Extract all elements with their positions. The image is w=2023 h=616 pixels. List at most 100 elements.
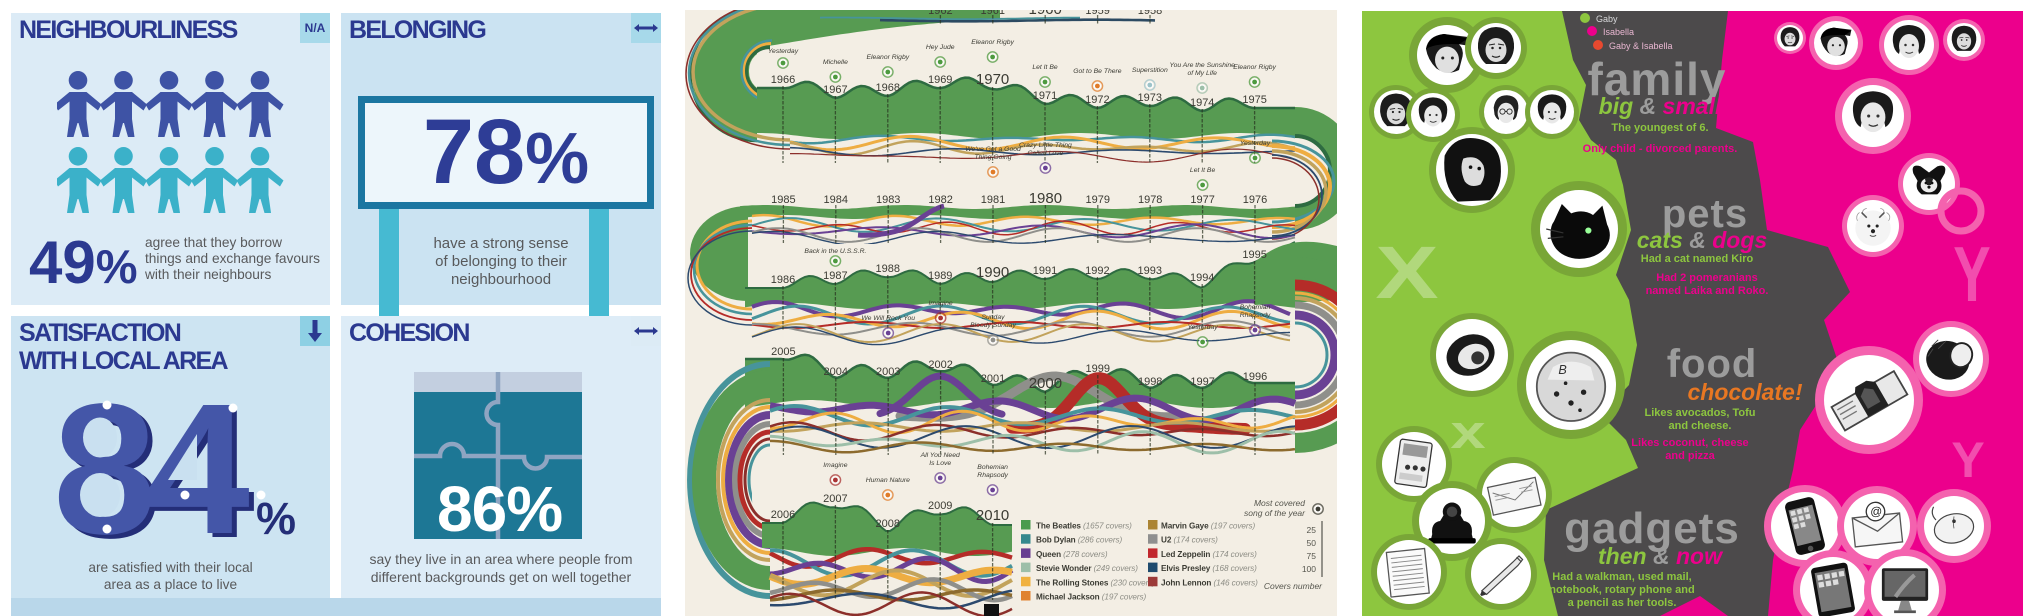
svg-text:1989: 1989 xyxy=(928,270,952,282)
svg-text:50: 50 xyxy=(1307,538,1317,548)
svg-text:The Beatles (1657 covers): The Beatles (1657 covers) xyxy=(1036,522,1132,531)
svg-text:family: family xyxy=(1588,53,1727,105)
svg-text:Yesterday: Yesterday xyxy=(1240,140,1271,147)
svg-text:a pencil as her tools.: a pencil as her tools. xyxy=(1568,597,1677,609)
svg-text:U2 (174 covers): U2 (174 covers) xyxy=(1161,536,1218,545)
svg-text:1971: 1971 xyxy=(1033,90,1057,102)
svg-text:1979: 1979 xyxy=(1086,194,1110,206)
svg-text:1990: 1990 xyxy=(976,264,1009,281)
svg-text:notebook, rotary phone and: notebook, rotary phone and xyxy=(1549,584,1694,596)
svg-text:Y: Y xyxy=(1951,432,1984,488)
svg-text:1992: 1992 xyxy=(1085,265,1109,277)
svg-text:Had a cat named Kiro: Had a cat named Kiro xyxy=(1641,253,1754,265)
svg-text:The Rolling Stones (230 covers: The Rolling Stones (230 covers) xyxy=(1036,578,1155,587)
svg-text:1988: 1988 xyxy=(876,263,900,275)
svg-text:1967: 1967 xyxy=(823,84,847,96)
svg-text:Most covered: Most covered xyxy=(1254,498,1305,508)
svg-text:Michael Jackson (197 covers): Michael Jackson (197 covers) xyxy=(1036,593,1146,602)
svg-text:big & small: big & small xyxy=(1599,93,1722,119)
svg-text:Elvis Presley (168 covers): Elvis Presley (168 covers) xyxy=(1161,564,1257,573)
svg-text:2000: 2000 xyxy=(1029,375,1062,392)
svg-text:75: 75 xyxy=(1307,551,1317,561)
svg-text:Gaby & Isabella: Gaby & Isabella xyxy=(1609,41,1673,51)
svg-text:All You Need: All You Need xyxy=(920,452,960,459)
svg-text:Let It Be: Let It Be xyxy=(1032,64,1058,71)
svg-text:2005: 2005 xyxy=(771,346,795,358)
svg-text:1983: 1983 xyxy=(876,194,900,206)
svg-text:Had 2 pomeranians: Had 2 pomeranians xyxy=(1656,272,1757,284)
svg-text:1961: 1961 xyxy=(981,10,1005,17)
svg-text:Stevie Wonder (249 covers): Stevie Wonder (249 covers) xyxy=(1036,564,1138,573)
svg-text:and cheese.: and cheese. xyxy=(1669,420,1732,432)
svg-text:@: @ xyxy=(1869,504,1882,519)
svg-text:Led Zeppelin (174 covers): Led Zeppelin (174 covers) xyxy=(1161,550,1257,559)
svg-text:2009: 2009 xyxy=(928,500,952,512)
svg-text:Queen (278 covers): Queen (278 covers) xyxy=(1036,550,1108,559)
svg-text:Bohemian: Bohemian xyxy=(977,464,1008,471)
svg-text:Eleanor Rigby: Eleanor Rigby xyxy=(866,54,909,61)
svg-text:John Lennon (146 covers): John Lennon (146 covers) xyxy=(1161,578,1258,587)
svg-text:Rhapsody: Rhapsody xyxy=(977,472,1008,479)
svg-text:Yesterday: Yesterday xyxy=(768,48,799,55)
svg-text:Gaby: Gaby xyxy=(1596,14,1618,24)
svg-text:Crazy Little Thing: Crazy Little Thing xyxy=(1019,142,1072,149)
svg-text:1981: 1981 xyxy=(981,194,1005,206)
svg-text:Imagine: Imagine xyxy=(823,462,847,469)
svg-text:Got to Be There: Got to Be There xyxy=(1073,68,1122,75)
svg-text:1991: 1991 xyxy=(1033,265,1057,277)
svg-text:2001: 2001 xyxy=(981,373,1005,385)
svg-text:The youngest of 6.: The youngest of 6. xyxy=(1611,122,1708,134)
svg-text:%: % xyxy=(256,493,296,544)
svg-text:1982: 1982 xyxy=(928,194,952,206)
svg-text:86%: 86% xyxy=(437,473,562,539)
svg-text:1978: 1978 xyxy=(1138,194,1162,206)
svg-text:1994: 1994 xyxy=(1190,272,1214,284)
svg-text:Superstition: Superstition xyxy=(1132,67,1168,74)
svg-text:2007: 2007 xyxy=(823,493,847,505)
svg-text:1995: 1995 xyxy=(1242,249,1266,261)
svg-text:1968: 1968 xyxy=(876,82,900,94)
svg-text:B: B xyxy=(1558,363,1566,377)
svg-text:chocolate!: chocolate! xyxy=(1687,379,1802,405)
svg-text:gadgets: gadgets xyxy=(1564,504,1740,553)
svg-text:X: X xyxy=(1375,232,1438,315)
svg-text:cats & dogs: cats & dogs xyxy=(1637,227,1767,253)
svg-text:Eleanor Rigby: Eleanor Rigby xyxy=(971,39,1014,46)
svg-text:Yesterday: Yesterday xyxy=(1187,324,1218,331)
svg-text:25: 25 xyxy=(1307,525,1317,535)
svg-text:1977: 1977 xyxy=(1190,194,1214,206)
svg-text:We Will Rock You: We Will Rock You xyxy=(861,315,915,322)
svg-text:Likes avocados, Tofu: Likes avocados, Tofu xyxy=(1644,407,1755,419)
svg-text:1973: 1973 xyxy=(1138,92,1162,104)
svg-text:Thing Going: Thing Going xyxy=(974,154,1011,161)
svg-text:1966: 1966 xyxy=(771,74,795,86)
svg-text:pets: pets xyxy=(1662,192,1748,236)
svg-text:Eleanor Rigby: Eleanor Rigby xyxy=(1233,64,1276,71)
svg-text:1987: 1987 xyxy=(823,270,847,282)
svg-text:1970: 1970 xyxy=(976,71,1009,88)
svg-text:2008: 2008 xyxy=(876,518,900,530)
svg-text:1962: 1962 xyxy=(928,10,952,17)
svg-text:2002: 2002 xyxy=(928,359,952,371)
svg-text:Isabella: Isabella xyxy=(1603,27,1634,37)
svg-text:Y: Y xyxy=(1953,231,1990,318)
svg-text:84: 84 xyxy=(53,376,249,573)
svg-text:1985: 1985 xyxy=(771,194,795,206)
svg-text:Back in the U.S.S.R.: Back in the U.S.S.R. xyxy=(804,248,866,255)
svg-text:1986: 1986 xyxy=(771,274,795,286)
svg-text:Is Love: Is Love xyxy=(929,460,951,467)
svg-text:Michelle: Michelle xyxy=(823,59,848,66)
svg-text:1976: 1976 xyxy=(1243,194,1267,206)
svg-text:1969: 1969 xyxy=(928,74,952,86)
svg-text:1999: 1999 xyxy=(1086,363,1110,375)
svg-text:1958: 1958 xyxy=(1138,10,1162,17)
svg-text:x: x xyxy=(1450,405,1485,458)
svg-text:Had a walkman, used mail,: Had a walkman, used mail, xyxy=(1552,571,1691,583)
svg-text:Bohemian: Bohemian xyxy=(1240,304,1271,311)
svg-text:2003: 2003 xyxy=(876,366,900,378)
svg-text:1993: 1993 xyxy=(1138,265,1162,277)
svg-text:1972: 1972 xyxy=(1085,94,1109,106)
svg-text:and pizza: and pizza xyxy=(1665,450,1715,462)
svg-text:1997: 1997 xyxy=(1190,376,1214,388)
svg-text:1984: 1984 xyxy=(824,194,848,206)
